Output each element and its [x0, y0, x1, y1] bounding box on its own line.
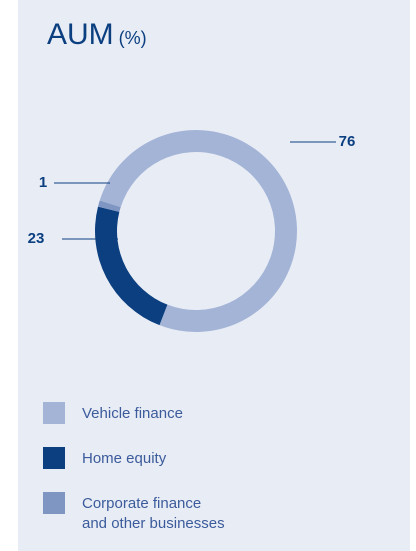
donut-slice	[95, 206, 168, 326]
data-label: 1	[39, 174, 47, 191]
panel	[18, 0, 410, 551]
chart-subtitle: (%)	[119, 28, 147, 48]
data-label: 76	[339, 133, 356, 150]
legend-label: Home equity	[82, 450, 167, 467]
donut-slice	[98, 200, 121, 212]
legend-swatch	[43, 402, 65, 424]
legend-swatch	[43, 447, 65, 469]
data-label: 23	[28, 230, 45, 247]
legend-label: Corporate finance and other businesses	[82, 495, 225, 532]
legend-swatch	[43, 492, 65, 514]
chart-title: AUM	[47, 18, 114, 51]
title: AUM (%)	[47, 18, 147, 51]
legend-label: Vehicle finance	[82, 405, 183, 422]
